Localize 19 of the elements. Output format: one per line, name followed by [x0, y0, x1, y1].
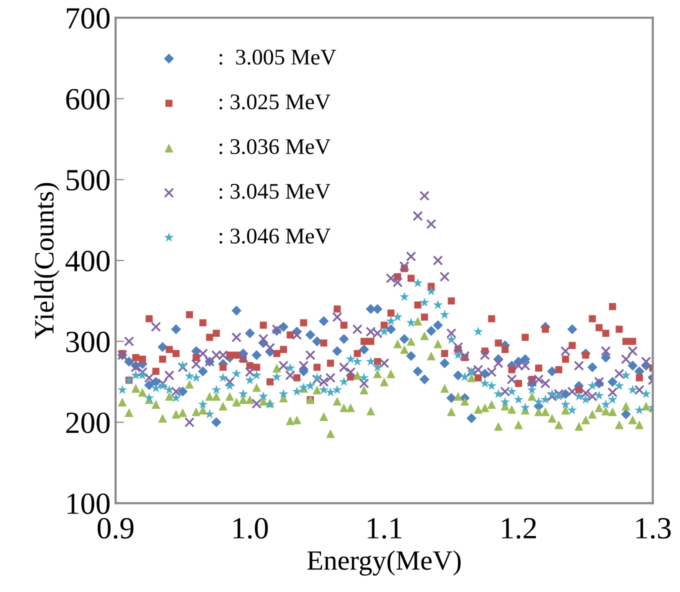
legend-label: : 3.025 MeV	[220, 94, 331, 110]
y-tick-label: 700	[66, 8, 110, 29]
y-tick-label: 100	[68, 493, 110, 514]
legend-label: : 3.005 MeV	[220, 50, 336, 65]
x-tick-label: 0.9	[98, 518, 134, 539]
y-axis-title: Yield(Counts)	[34, 182, 60, 339]
x-tick-label: 1.3	[636, 518, 671, 539]
legend-label: : 3.046 MeV	[220, 228, 331, 244]
y-tick-label: 500	[66, 170, 110, 190]
x-tick-label: 1.1	[368, 518, 402, 539]
y-tick-label: 200	[66, 412, 110, 434]
x-axis-title: Energy(MeV)	[307, 550, 461, 576]
x-tick-label: 1.2	[502, 518, 536, 539]
y-tick-label: 400	[66, 250, 110, 272]
legend-label: : 3.036 MeV	[220, 139, 331, 154]
legend-label: : 3.045 MeV	[220, 184, 331, 199]
y-tick-label: 300	[66, 332, 110, 352]
y-tick-label: 600	[66, 88, 110, 110]
x-tick-label: 1.0	[233, 518, 268, 539]
